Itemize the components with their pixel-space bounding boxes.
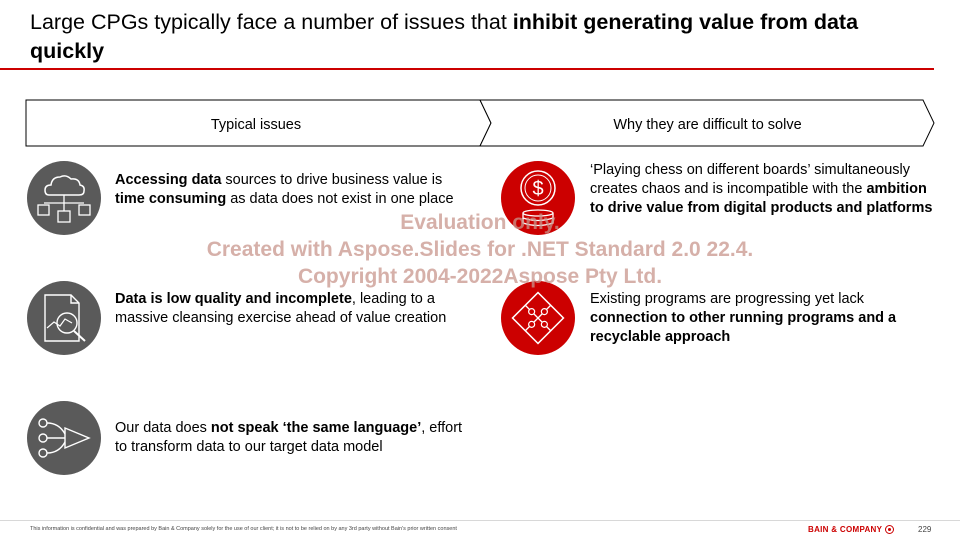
svg-text:$: $ (532, 178, 543, 200)
reason-text-2: Existing programs are progressing yet la… (590, 290, 935, 348)
slide-title: Large CPGs typically face a number of is… (30, 8, 930, 66)
page-number: 229 (918, 525, 932, 534)
issue-text-3: Our data does not speak ‘the same langua… (115, 419, 465, 457)
header-chevrons (25, 99, 935, 147)
title-bold: inhibit generating value from data quick… (30, 10, 859, 63)
brand-name: BAIN & COMPANY (808, 525, 883, 534)
cloud-network-icon (27, 161, 101, 235)
issue-text-1: Accessing data sources to drive business… (115, 171, 465, 209)
watermark-line-2: Created with Aspose.Slides for .NET Stan… (206, 238, 754, 261)
brand-mark-icon (885, 525, 895, 534)
reason-1-bold: ambition to drive value from digital pro… (590, 181, 933, 217)
brand-logo: BAIN & COMPANY (808, 525, 895, 534)
confidentiality-disclaimer: This information is confidential and was… (30, 526, 457, 532)
reason-2-text: Existing programs are progressing yet la… (590, 291, 865, 307)
reason-text-1: ‘Playing chess on different boards’ simu… (590, 161, 935, 219)
dollar-coins-icon: $ (501, 161, 575, 235)
issue-text-2: Data is low quality and incomplete, lead… (115, 290, 465, 328)
puzzle-icon (501, 281, 575, 355)
chevron-right (479, 99, 935, 147)
header-typical-issues: Typical issues (210, 117, 302, 133)
issue-1-text-a: sources to drive business value is (221, 172, 443, 188)
header-why-difficult: Why they are difficult to solve (613, 117, 802, 133)
footer-divider (0, 520, 960, 521)
title-divider (0, 68, 934, 70)
issue-1-text-b: as data does not exist in one place (226, 191, 454, 208)
issue-3-text-a: Our data does (115, 420, 211, 436)
document-magnifier-icon (27, 281, 101, 355)
data-flow-icon (27, 401, 101, 475)
issue-3-text-b: , effort to transform data to our target… (115, 420, 463, 456)
issue-3-bold: not speak ‘the same language’ (210, 420, 422, 436)
issue-2-text: , leading to a massive cleansing exercis… (115, 291, 447, 327)
issue-1-bold-a: Accessing data (115, 172, 222, 188)
reason-1-text: ‘Playing chess on different boards’ simu… (590, 162, 910, 198)
title-plain: Large CPGs typically face a number of is… (30, 10, 513, 34)
issue-1-bold-b: time consuming (115, 191, 227, 208)
reason-2-bold: connection to other running programs and… (590, 310, 897, 346)
issue-2-bold: Data is low quality and incomplete (115, 291, 352, 307)
watermark-line-3: Copyright 2004-2022Aspose Pty Ltd. (297, 265, 663, 288)
